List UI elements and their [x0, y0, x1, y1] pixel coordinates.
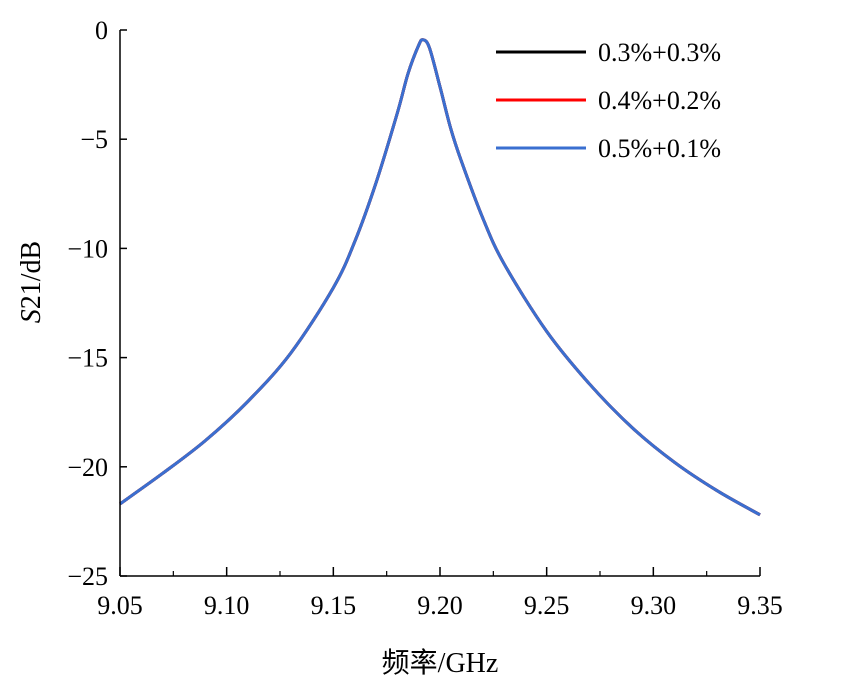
- y-tick-label: 0: [95, 16, 108, 45]
- x-tick-label: 9.35: [737, 591, 783, 620]
- x-axis-title: 频率/GHz: [382, 647, 499, 679]
- x-tick-label: 9.30: [631, 591, 677, 620]
- y-axis-title-italic: S: [16, 309, 47, 323]
- x-tick-label: 9.10: [204, 591, 250, 620]
- y-tick-label: −5: [80, 125, 108, 154]
- x-tick-label: 9.05: [97, 591, 143, 620]
- y-tick-label: −15: [67, 344, 108, 373]
- legend-label: 0.4%+0.2%: [598, 86, 721, 115]
- series-group: [119, 38, 761, 517]
- x-tick-label: 9.15: [311, 591, 357, 620]
- x-tick-label: 9.20: [417, 591, 463, 620]
- y-tick-label: −10: [67, 234, 108, 263]
- y-tick-label: −25: [67, 562, 108, 591]
- legend-label: 0.5%+0.1%: [598, 134, 721, 163]
- x-tick-label: 9.25: [524, 591, 570, 620]
- y-axis-title: S21/dB: [16, 241, 47, 323]
- legend: 0.3%+0.3% 0.4%+0.2% 0.5%+0.1%: [496, 38, 721, 163]
- y-axis-title-rest: 21/dB: [16, 241, 47, 309]
- series-line-3: [119, 38, 761, 517]
- axes: 0 −5 −10 −15 −20 −259.05 9.10 9.15 9.20 9.25 9.30 9…: [67, 16, 782, 620]
- y-tick-label: −20: [67, 453, 108, 482]
- legend-label: 0.3%+0.3%: [598, 38, 721, 67]
